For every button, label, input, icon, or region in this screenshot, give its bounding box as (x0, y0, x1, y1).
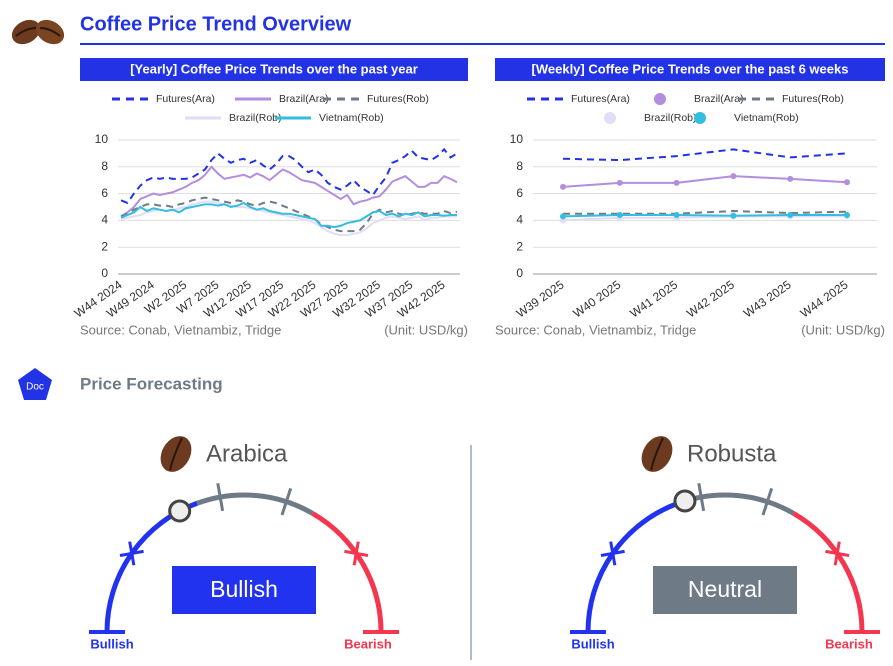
x-tick-label: W43 2025 (741, 277, 794, 320)
series-marker (673, 179, 680, 186)
legend-label: Futures(Ara) (571, 93, 630, 105)
bean-crease (650, 437, 664, 471)
gauge-tick (280, 487, 293, 516)
series-marker (560, 183, 566, 190)
signal-label: Bullish (210, 576, 278, 602)
y-tick-label: 0 (516, 266, 523, 280)
signal-box (172, 566, 316, 614)
y-tick-label: 0 (101, 266, 108, 280)
series-line (563, 210, 848, 215)
gauge-title: Robusta (687, 440, 777, 467)
y-tick-label: 6 (516, 186, 523, 200)
series-line (562, 214, 847, 218)
legend-label: Futures(Rob) (367, 93, 429, 105)
unit-note: (Unit: USD/kg) (801, 322, 885, 337)
gauge-cross (825, 549, 850, 557)
series-marker (844, 179, 850, 186)
doc-icon (18, 368, 52, 400)
gauge-cross (128, 541, 136, 566)
legend-label: Futures(Ara) (156, 93, 215, 105)
unit-note: (Unit: USD/kg) (384, 322, 468, 337)
doc-icon-label: Doc (26, 382, 44, 393)
legend-label: Vietnam(Rob) (319, 112, 384, 124)
series-marker (673, 212, 680, 219)
gauge-pointer (673, 489, 697, 513)
source-note: Source: Conab, Vietnambiz, Tridge (495, 322, 696, 337)
legend-label: Brazil(Rob) (644, 112, 697, 124)
legend-label: Brazil(Ara) (694, 93, 744, 105)
series-line (120, 196, 458, 233)
legend-label: Brazil(Ara) (279, 93, 329, 105)
y-tick-label: 10 (95, 132, 109, 146)
x-tick-label: W42 2025 (684, 277, 737, 320)
page-title: Coffee Price Trend Overview (80, 13, 352, 35)
series-marker (787, 175, 794, 182)
gauge-left-label: Bullish (571, 636, 614, 651)
gauge-right-label: Bearish (344, 636, 392, 651)
x-tick-label: W39 2025 (514, 277, 567, 320)
y-tick-label: 2 (101, 239, 108, 253)
forecast-section: Doc Price Forecasting (18, 368, 472, 660)
x-tick-label: W44 2025 (798, 277, 851, 320)
legend-label: Vietnam(Rob) (734, 112, 799, 124)
legend-label: Brazil(Rob) (229, 112, 282, 124)
y-tick-label: 4 (516, 213, 523, 227)
series-marker (560, 213, 566, 220)
chart-title: [Weekly] Coffee Price Trends over the pa… (532, 61, 849, 76)
chart-title: [Yearly] Coffee Price Trends over the pa… (130, 61, 418, 76)
y-tick-label: 10 (510, 132, 524, 146)
series-marker (844, 212, 850, 219)
gauge-arc (311, 511, 384, 633)
legend-icon (694, 112, 706, 124)
y-tick-label: 2 (516, 239, 523, 253)
gauge-cross (609, 541, 617, 566)
gauge-arc (196, 492, 314, 516)
gauge-title: Arabica (206, 440, 288, 467)
series-line (562, 148, 848, 162)
y-tick-label: 8 (516, 159, 523, 173)
series-line (120, 147, 458, 205)
gauge-cross (344, 549, 369, 557)
gauge-tick (761, 487, 774, 516)
x-tick-label: W41 2025 (627, 277, 680, 320)
series-line (120, 200, 457, 237)
series-marker (730, 212, 737, 219)
series-line (562, 175, 848, 188)
gauge-right-label: Bearish (825, 636, 873, 651)
section-title: Price Forecasting (80, 374, 223, 393)
signal-box (653, 566, 797, 614)
series-marker (616, 179, 623, 186)
series-marker (730, 173, 737, 180)
gauge-tick (697, 483, 706, 512)
header-icon (11, 19, 65, 45)
signal-label: Neutral (688, 576, 762, 602)
y-tick-label: 6 (101, 186, 108, 200)
gauge-pointer (168, 499, 192, 523)
series-marker (787, 212, 794, 219)
gauge-tick (216, 483, 225, 512)
gauge-arc (792, 511, 865, 633)
legend-icon (654, 93, 666, 105)
y-tick-label: 4 (101, 213, 108, 227)
series-line (562, 215, 847, 222)
chart-header (495, 58, 885, 81)
x-tick-label: W40 2025 (570, 277, 623, 320)
bean-crease (169, 437, 183, 471)
legend-icon (604, 112, 616, 124)
chart-header (80, 58, 468, 81)
series-marker (616, 212, 623, 219)
series-line (120, 165, 458, 218)
source-note: Source: Conab, Vietnambiz, Tridge (80, 322, 281, 337)
gauge-left-label: Bullish (90, 636, 133, 651)
legend-label: Futures(Rob) (782, 93, 844, 105)
y-tick-label: 8 (101, 159, 108, 173)
series-line (120, 201, 457, 229)
